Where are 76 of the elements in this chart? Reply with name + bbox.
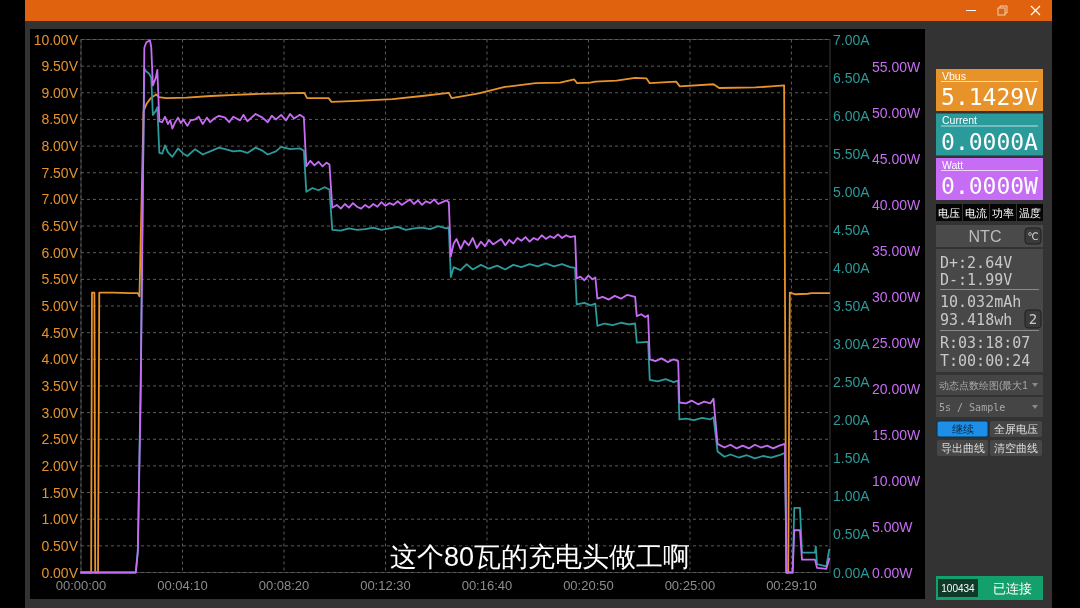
y2-tick-label: 7.00A [833,31,871,48]
y2-tick-label: 3.50A [833,298,871,314]
y-tick-label: 2.50V [41,431,79,448]
text: 0.0000A [941,128,1039,155]
text: 已连接 [992,580,1032,596]
y-tick-label: 5.00V [41,298,79,314]
y3-tick-label: 5.00W [872,518,914,535]
y2-tick-label: 0.00A [833,564,871,581]
text: T:00:00:24 [940,352,1031,370]
text: 10.032mAh [940,293,1022,311]
y3-tick-label: 0.00W [872,564,914,581]
y3-tick-label: 50.00W [872,105,922,122]
text: 5s / Sample [939,401,1006,413]
y3-tick-label: 30.00W [872,288,922,305]
y-tick-label: 3.00V [41,404,79,421]
text: R:03:18:07 [940,334,1031,352]
y2-tick-label: 1.50A [833,450,871,467]
y2-tick-label: 1.00A [833,488,871,505]
x-tick-label: 00:04:10 [157,577,208,593]
text: 2 [1028,311,1038,327]
y-tick-label: 8.00V [41,138,79,155]
y2-tick-label: 5.50A [833,145,871,162]
text: D-:1.99V [940,271,1013,289]
y-tick-label: 10.00V [33,31,79,48]
text: 全屏电压 [994,423,1038,435]
y2-tick-label: 2.00A [833,412,871,429]
x-tick-label: 00:20:50 [563,577,614,593]
x-tick-label: 00:16:40 [461,577,513,593]
y3-tick-label: 40.00W [872,196,922,213]
y-tick-label: 4.50V [41,324,79,341]
text: 清空曲线 [994,442,1038,454]
y-tick-label: 8.50V [41,111,79,128]
y-tick-label: 0.50V [41,537,79,554]
y3-tick-label: 20.00W [872,380,922,397]
text: 继续 [952,423,974,435]
text: 93.418wh [940,311,1013,329]
text: Vbus [942,69,966,82]
text: Watt [942,158,964,171]
y-tick-label: 4.00V [41,351,79,368]
y-tick-label: 1.00V [41,511,79,528]
y3-tick-label: 25.00W [872,334,922,351]
y2-tick-label: 4.50A [833,221,871,238]
x-tick-label: 00:25:00 [664,577,716,593]
y3-tick-label: 15.00W [872,426,922,443]
y-tick-label: 9.00V [41,84,79,101]
x-tick-label: 00:12:30 [360,577,411,593]
text: 动态点数绘图(最大1 [939,379,1029,391]
y2-tick-label: 3.00A [833,336,871,353]
text: 5.1429V [941,84,1039,110]
text: D+:2.64V [940,254,1013,272]
y-tick-label: 7.50V [41,164,79,181]
text: NTC [968,227,1002,245]
y2-tick-label: 2.50A [833,374,871,391]
y-tick-label: 6.00V [41,244,79,261]
y-tick-label: 1.50V [41,484,79,501]
text: 导出曲线 [941,442,985,454]
y3-tick-label: 10.00W [872,472,922,489]
x-tick-label: 00:08:20 [258,577,310,593]
y2-tick-label: 0.50A [833,526,871,543]
y-tick-label: 3.50V [41,377,79,394]
y-tick-label: 2.00V [41,457,79,474]
y-tick-label: 5.50V [41,271,79,288]
y3-tick-label: 35.00W [872,242,922,259]
y2-tick-label: 4.00A [833,259,871,276]
y3-tick-label: 55.00W [872,59,922,76]
x-tick-label: 00:29:10 [766,577,817,593]
y-tick-label: 7.00V [41,191,79,208]
y2-tick-label: 6.00A [833,107,871,124]
annotation: 这个80瓦的充电头做工啊 [389,542,691,572]
y-tick-label: 6.50V [41,218,79,235]
text: 0.0000W [941,173,1039,199]
y2-tick-label: 5.00A [833,183,871,200]
text: Current [942,114,978,126]
y-tick-label: 9.50V [41,58,79,75]
y3-tick-label: 45.00W [872,150,922,167]
y2-tick-label: 6.50A [833,69,871,86]
